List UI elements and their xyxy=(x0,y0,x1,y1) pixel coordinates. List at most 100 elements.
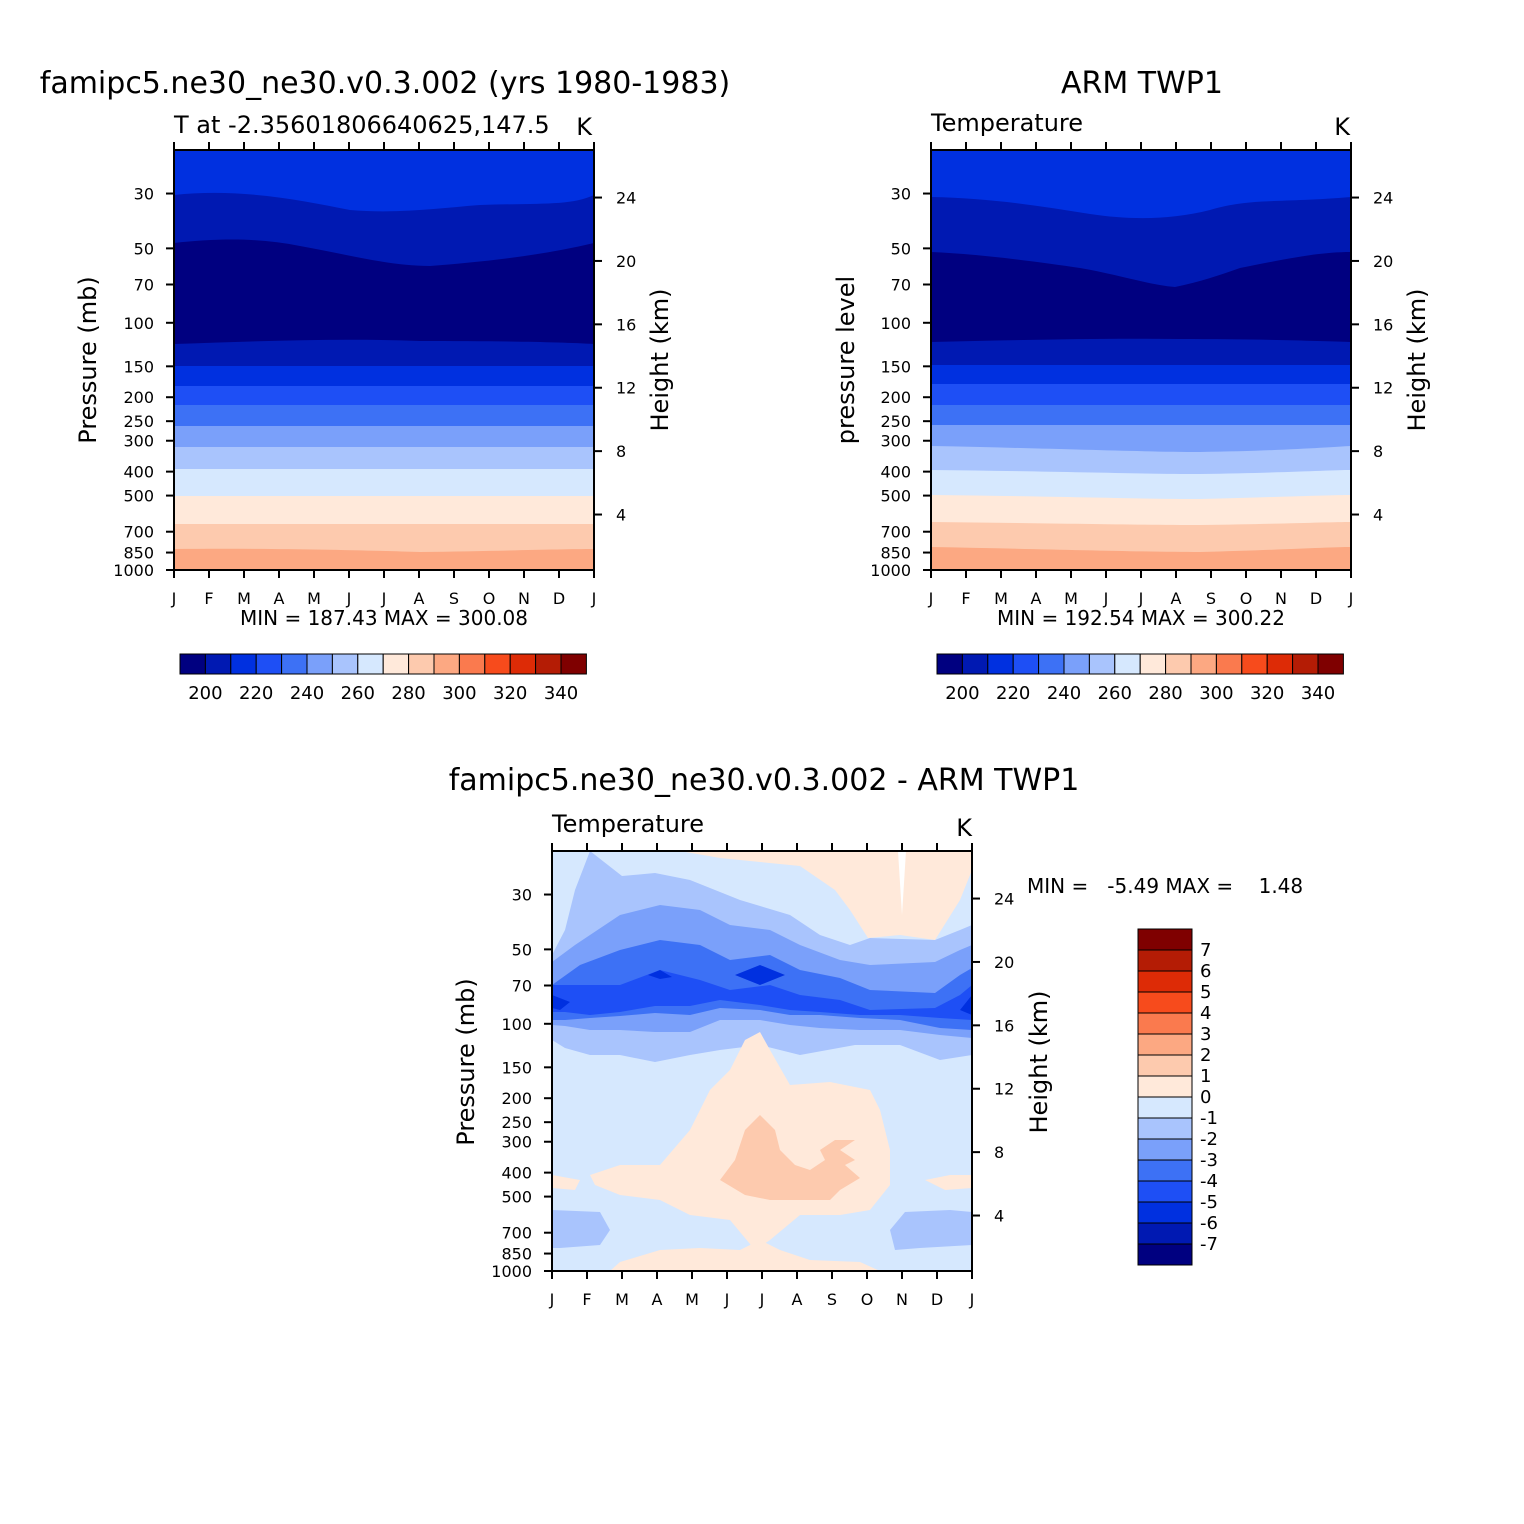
x-tick-label: F xyxy=(204,589,213,608)
colorbar-swatch xyxy=(458,653,486,675)
colorbar-swatch xyxy=(1137,1159,1193,1182)
pressure-tick-label: 50 xyxy=(512,940,532,959)
y-axis-label: Pressure (mb) xyxy=(452,978,480,1145)
colorbar-label: 300 xyxy=(442,683,476,704)
x-tick-label: A xyxy=(414,589,425,608)
contour-field xyxy=(552,851,972,1271)
height-tick-label: 12 xyxy=(616,379,636,398)
colorbar-swatch xyxy=(1137,928,1193,951)
colorbar-swatch xyxy=(1137,1201,1193,1224)
colorbar-label: 280 xyxy=(391,683,425,704)
colorbar-swatch xyxy=(1215,653,1243,675)
y-axis-label-right: Height (km) xyxy=(1025,991,1053,1134)
panel-title: famipc5.ne30_ne30.v0.3.002 - ARM TWP1 xyxy=(449,763,1080,798)
pressure-tick-label: 50 xyxy=(134,239,154,258)
colorbar-label: 200 xyxy=(945,683,979,704)
pressure-tick-label: 70 xyxy=(134,275,154,294)
colorbar-label: 260 xyxy=(341,683,375,704)
colorbar-swatch xyxy=(1012,653,1040,675)
colorbar-label: 6 xyxy=(1200,961,1211,982)
colorbar-swatch xyxy=(1137,949,1193,972)
panel-model: famipc5.ne30_ne30.v0.3.002 (yrs 1980-198… xyxy=(40,66,730,704)
x-tick-label: A xyxy=(1171,589,1182,608)
colorbar-swatch xyxy=(1137,1075,1193,1098)
colorbar-swatch xyxy=(535,653,562,675)
x-tick-label: J xyxy=(381,589,387,608)
panel-subtitle-left: Temperature xyxy=(551,810,704,838)
colorbar-swatch xyxy=(1137,991,1193,1014)
x-tick-label: F xyxy=(961,589,970,608)
minmax-label: MIN = -5.49 MAX = 1.48 xyxy=(1027,874,1303,898)
height-tick-label: 12 xyxy=(1373,379,1393,398)
colorbar-swatch xyxy=(230,653,257,675)
panel-units: K xyxy=(956,814,973,842)
panel-subtitle-left: Temperature xyxy=(930,109,1083,137)
minmax-label: MIN = 192.54 MAX = 300.22 xyxy=(997,606,1285,630)
minmax-label: MIN = 187.43 MAX = 300.08 xyxy=(240,606,528,630)
height-tick-label: 24 xyxy=(1373,189,1393,208)
colorbar-label: 340 xyxy=(1301,683,1335,704)
colorbar-label: -6 xyxy=(1200,1213,1218,1234)
colorbar-swatch xyxy=(1038,653,1065,675)
contour-field xyxy=(931,150,1351,570)
panel-units: K xyxy=(1334,113,1351,141)
colorbar-label: 240 xyxy=(1047,683,1081,704)
height-axis: 24 20 16 12 8 4 xyxy=(972,890,1014,1226)
height-tick-label: 24 xyxy=(616,189,636,208)
x-tick-label: N xyxy=(518,589,530,608)
colorbar-label: 260 xyxy=(1098,683,1132,704)
colorbar-swatch xyxy=(1137,1012,1193,1035)
colorbar-swatch xyxy=(382,653,410,675)
colorbar-swatch xyxy=(1088,653,1116,675)
panel-diff: famipc5.ne30_ne30.v0.3.002 - ARM TWP1 Te… xyxy=(449,763,1303,1309)
height-tick-label: 20 xyxy=(616,252,636,271)
pressure-tick-label: 250 xyxy=(880,412,911,431)
pressure-tick-label: 30 xyxy=(891,185,911,204)
pressure-tick-label: 70 xyxy=(512,976,532,995)
colorbar-label: -5 xyxy=(1200,1192,1218,1213)
colorbar-swatch xyxy=(1266,653,1294,675)
pressure-tick-label: 300 xyxy=(880,432,911,451)
x-tick-label: A xyxy=(792,1290,803,1309)
panel-title: ARM TWP1 xyxy=(1061,66,1223,101)
panel-obs: ARM TWP1 Temperature K J F M A M J J A S O N D J 30 5… xyxy=(832,66,1431,704)
height-tick-label: 20 xyxy=(1373,252,1393,271)
colorbar: 200 220 240 260 280 300 320 340 xyxy=(179,653,587,704)
pressure-tick-label: 250 xyxy=(123,412,154,431)
pressure-tick-label: 500 xyxy=(501,1188,532,1207)
y-axis-label: Pressure (mb) xyxy=(74,276,102,443)
colorbar-swatch xyxy=(1241,653,1268,675)
colorbar-label: 0 xyxy=(1200,1087,1211,1108)
contour-field xyxy=(174,150,594,571)
x-tick-label: J xyxy=(969,1290,975,1309)
height-tick-label: 16 xyxy=(1373,315,1393,334)
x-tick-label: J xyxy=(928,589,934,608)
x-tick-label: O xyxy=(483,589,496,608)
colorbar-label: 7 xyxy=(1200,940,1211,961)
pressure-tick-label: 400 xyxy=(501,1164,532,1183)
colorbar-swatch xyxy=(560,653,587,675)
colorbar-label: 1 xyxy=(1200,1066,1211,1087)
colorbar-swatch xyxy=(1137,1033,1193,1056)
colorbar-swatch xyxy=(281,653,308,675)
panel-units: K xyxy=(576,113,593,141)
pressure-tick-label: 30 xyxy=(134,185,154,204)
colorbar-label: 240 xyxy=(290,683,324,704)
height-tick-label: 16 xyxy=(616,315,636,334)
pressure-tick-label: 100 xyxy=(123,314,154,333)
height-tick-label: 8 xyxy=(994,1143,1004,1162)
height-axis: 24 20 16 12 8 4 xyxy=(594,189,636,525)
height-tick-label: 4 xyxy=(1373,506,1383,525)
x-tick-label: J xyxy=(759,1290,765,1309)
x-tick-label: O xyxy=(861,1290,874,1309)
colorbar-swatch xyxy=(1114,653,1141,675)
colorbar-label: 220 xyxy=(239,683,273,704)
x-tick-label: O xyxy=(1240,589,1253,608)
pressure-tick-label: 200 xyxy=(123,388,154,407)
colorbar-swatch xyxy=(1137,1138,1193,1161)
colorbar-label: 320 xyxy=(1250,683,1284,704)
x-tick-label: A xyxy=(652,1290,663,1309)
